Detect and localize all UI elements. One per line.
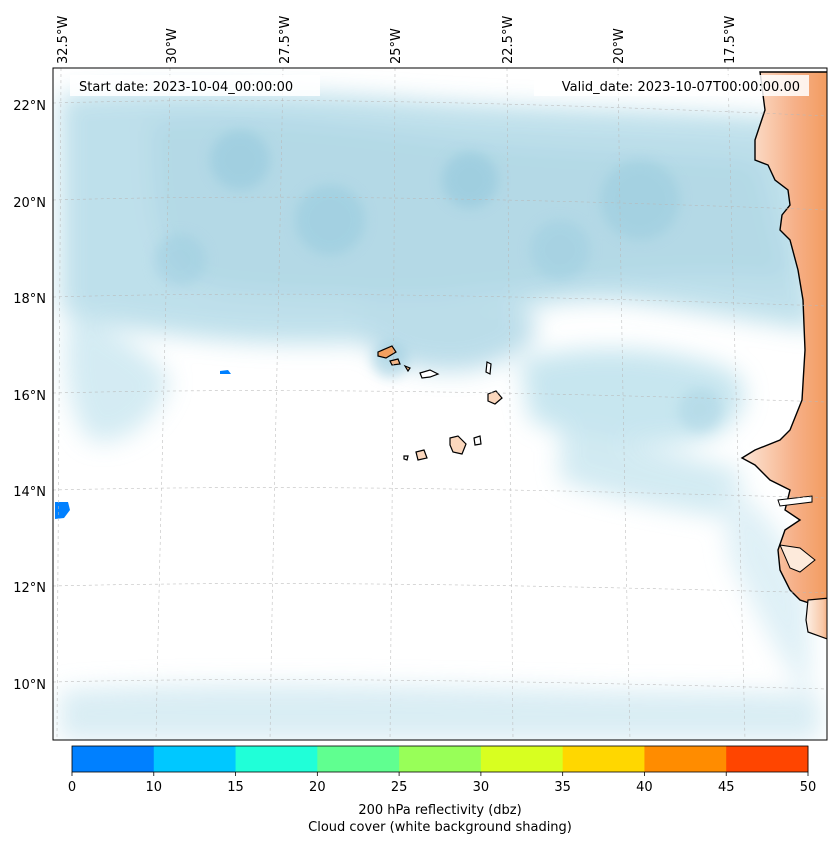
- colorbar-segment: [480, 746, 564, 772]
- latitude-labels: 22°N 20°N 18°N 16°N 14°N 12°N 10°N: [13, 99, 46, 693]
- colorbar-label: 200 hPa reflectivity (dbz): [358, 803, 521, 818]
- lat-label: 20°N: [13, 196, 46, 211]
- lon-label: 30°W: [165, 28, 180, 64]
- colorbar-frame: [71, 745, 809, 773]
- colorbar-tick-label: 40: [636, 780, 653, 795]
- start-date-label: Start date: 2023-10-04_00:00:00: [79, 80, 293, 95]
- lon-label: 22.5°W: [501, 16, 516, 64]
- africa-landmass: [740, 71, 827, 610]
- bissau-coast: [779, 544, 816, 573]
- colorbar-tick-label: 20: [309, 780, 326, 795]
- lat-label: 18°N: [13, 292, 46, 307]
- lon-label: 32.5°W: [56, 16, 71, 64]
- lon-label: 25°W: [389, 28, 404, 64]
- map-frame: [52, 67, 828, 741]
- map-panel: [53, 68, 827, 740]
- lon-label: 17.5°W: [723, 16, 738, 64]
- colorbar-sublabel: Cloud cover (white background shading): [308, 820, 572, 835]
- lon-label: 27.5°W: [278, 16, 293, 64]
- gambia-inlet: [777, 495, 813, 507]
- colorbar-segment: [317, 746, 400, 772]
- colorbar-segment: [153, 746, 237, 772]
- start-date-box: [70, 75, 320, 96]
- reflectivity-echo: [55, 502, 70, 519]
- colorbar: 0 10 15 20 25 30 35 40 45 50 200 hPa reflectivity…: [68, 745, 816, 835]
- cloud-texture: [154, 130, 722, 432]
- colorbar-tick-label: 10: [146, 780, 163, 795]
- colorbar-tick-label: 50: [800, 780, 817, 795]
- cape-verde-islands: [377, 345, 503, 461]
- lat-label: 12°N: [13, 581, 46, 596]
- colorbar-tick-label: 35: [554, 780, 571, 795]
- colorbar-segment: [235, 746, 318, 772]
- valid-date-label: Valid_date: 2023-10-07T00:00:00.00: [562, 80, 800, 95]
- colorbar-segments: [72, 746, 809, 772]
- gridlines: [53, 68, 827, 740]
- colorbar-segment: [644, 746, 727, 772]
- colorbar-segment: [399, 746, 482, 772]
- lat-label: 22°N: [13, 99, 46, 114]
- colorbar-tick-label: 45: [718, 780, 735, 795]
- lon-label: 20°W: [612, 28, 627, 64]
- colorbar-segment: [562, 746, 645, 772]
- reflectivity-echo: [220, 370, 231, 374]
- africa-south-lands: [805, 597, 827, 640]
- colorbar-tick-label: 0: [68, 780, 76, 795]
- valid-date-box: [534, 75, 809, 96]
- colorbar-ticks: 0 10 15 20 25 30 35 40 45 50: [68, 772, 816, 795]
- lat-label: 10°N: [13, 678, 46, 693]
- lat-label: 16°N: [13, 389, 46, 404]
- longitude-labels: 32.5°W 30°W 27.5°W 25°W 22.5°W 20°W 17.5…: [56, 16, 738, 64]
- colorbar-segment: [72, 746, 155, 772]
- colorbar-segment: [726, 746, 809, 772]
- colorbar-tick-label: 25: [391, 780, 408, 795]
- lat-label: 14°N: [13, 485, 46, 500]
- colorbar-tick-label: 15: [227, 780, 244, 795]
- colorbar-tick-label: 30: [473, 780, 490, 795]
